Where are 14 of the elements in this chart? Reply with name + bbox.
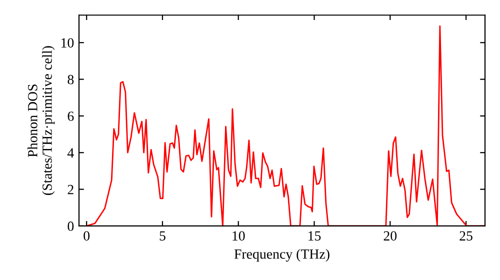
- y-tick-label: 6: [68, 112, 74, 121]
- x-axis-title: Frequency (THz): [234, 248, 330, 262]
- x-tick-label: 10: [232, 231, 245, 241]
- x-tick-label: 25: [460, 231, 472, 241]
- x-tick-label: 0: [84, 231, 90, 241]
- y-tick-label: 10: [61, 38, 74, 48]
- x-tick-label: 15: [308, 231, 321, 241]
- x-tick-label: 5: [160, 231, 166, 241]
- y-tick-label: 0: [68, 222, 74, 231]
- y-tick-label: 8: [68, 74, 74, 84]
- y-axis-title: Phonon DOS (States/THz·primitive cell): [28, 46, 55, 195]
- x-tick-label: 20: [384, 231, 397, 241]
- y-tick-label: 4: [67, 148, 74, 158]
- y-tick-label: 2: [68, 184, 74, 194]
